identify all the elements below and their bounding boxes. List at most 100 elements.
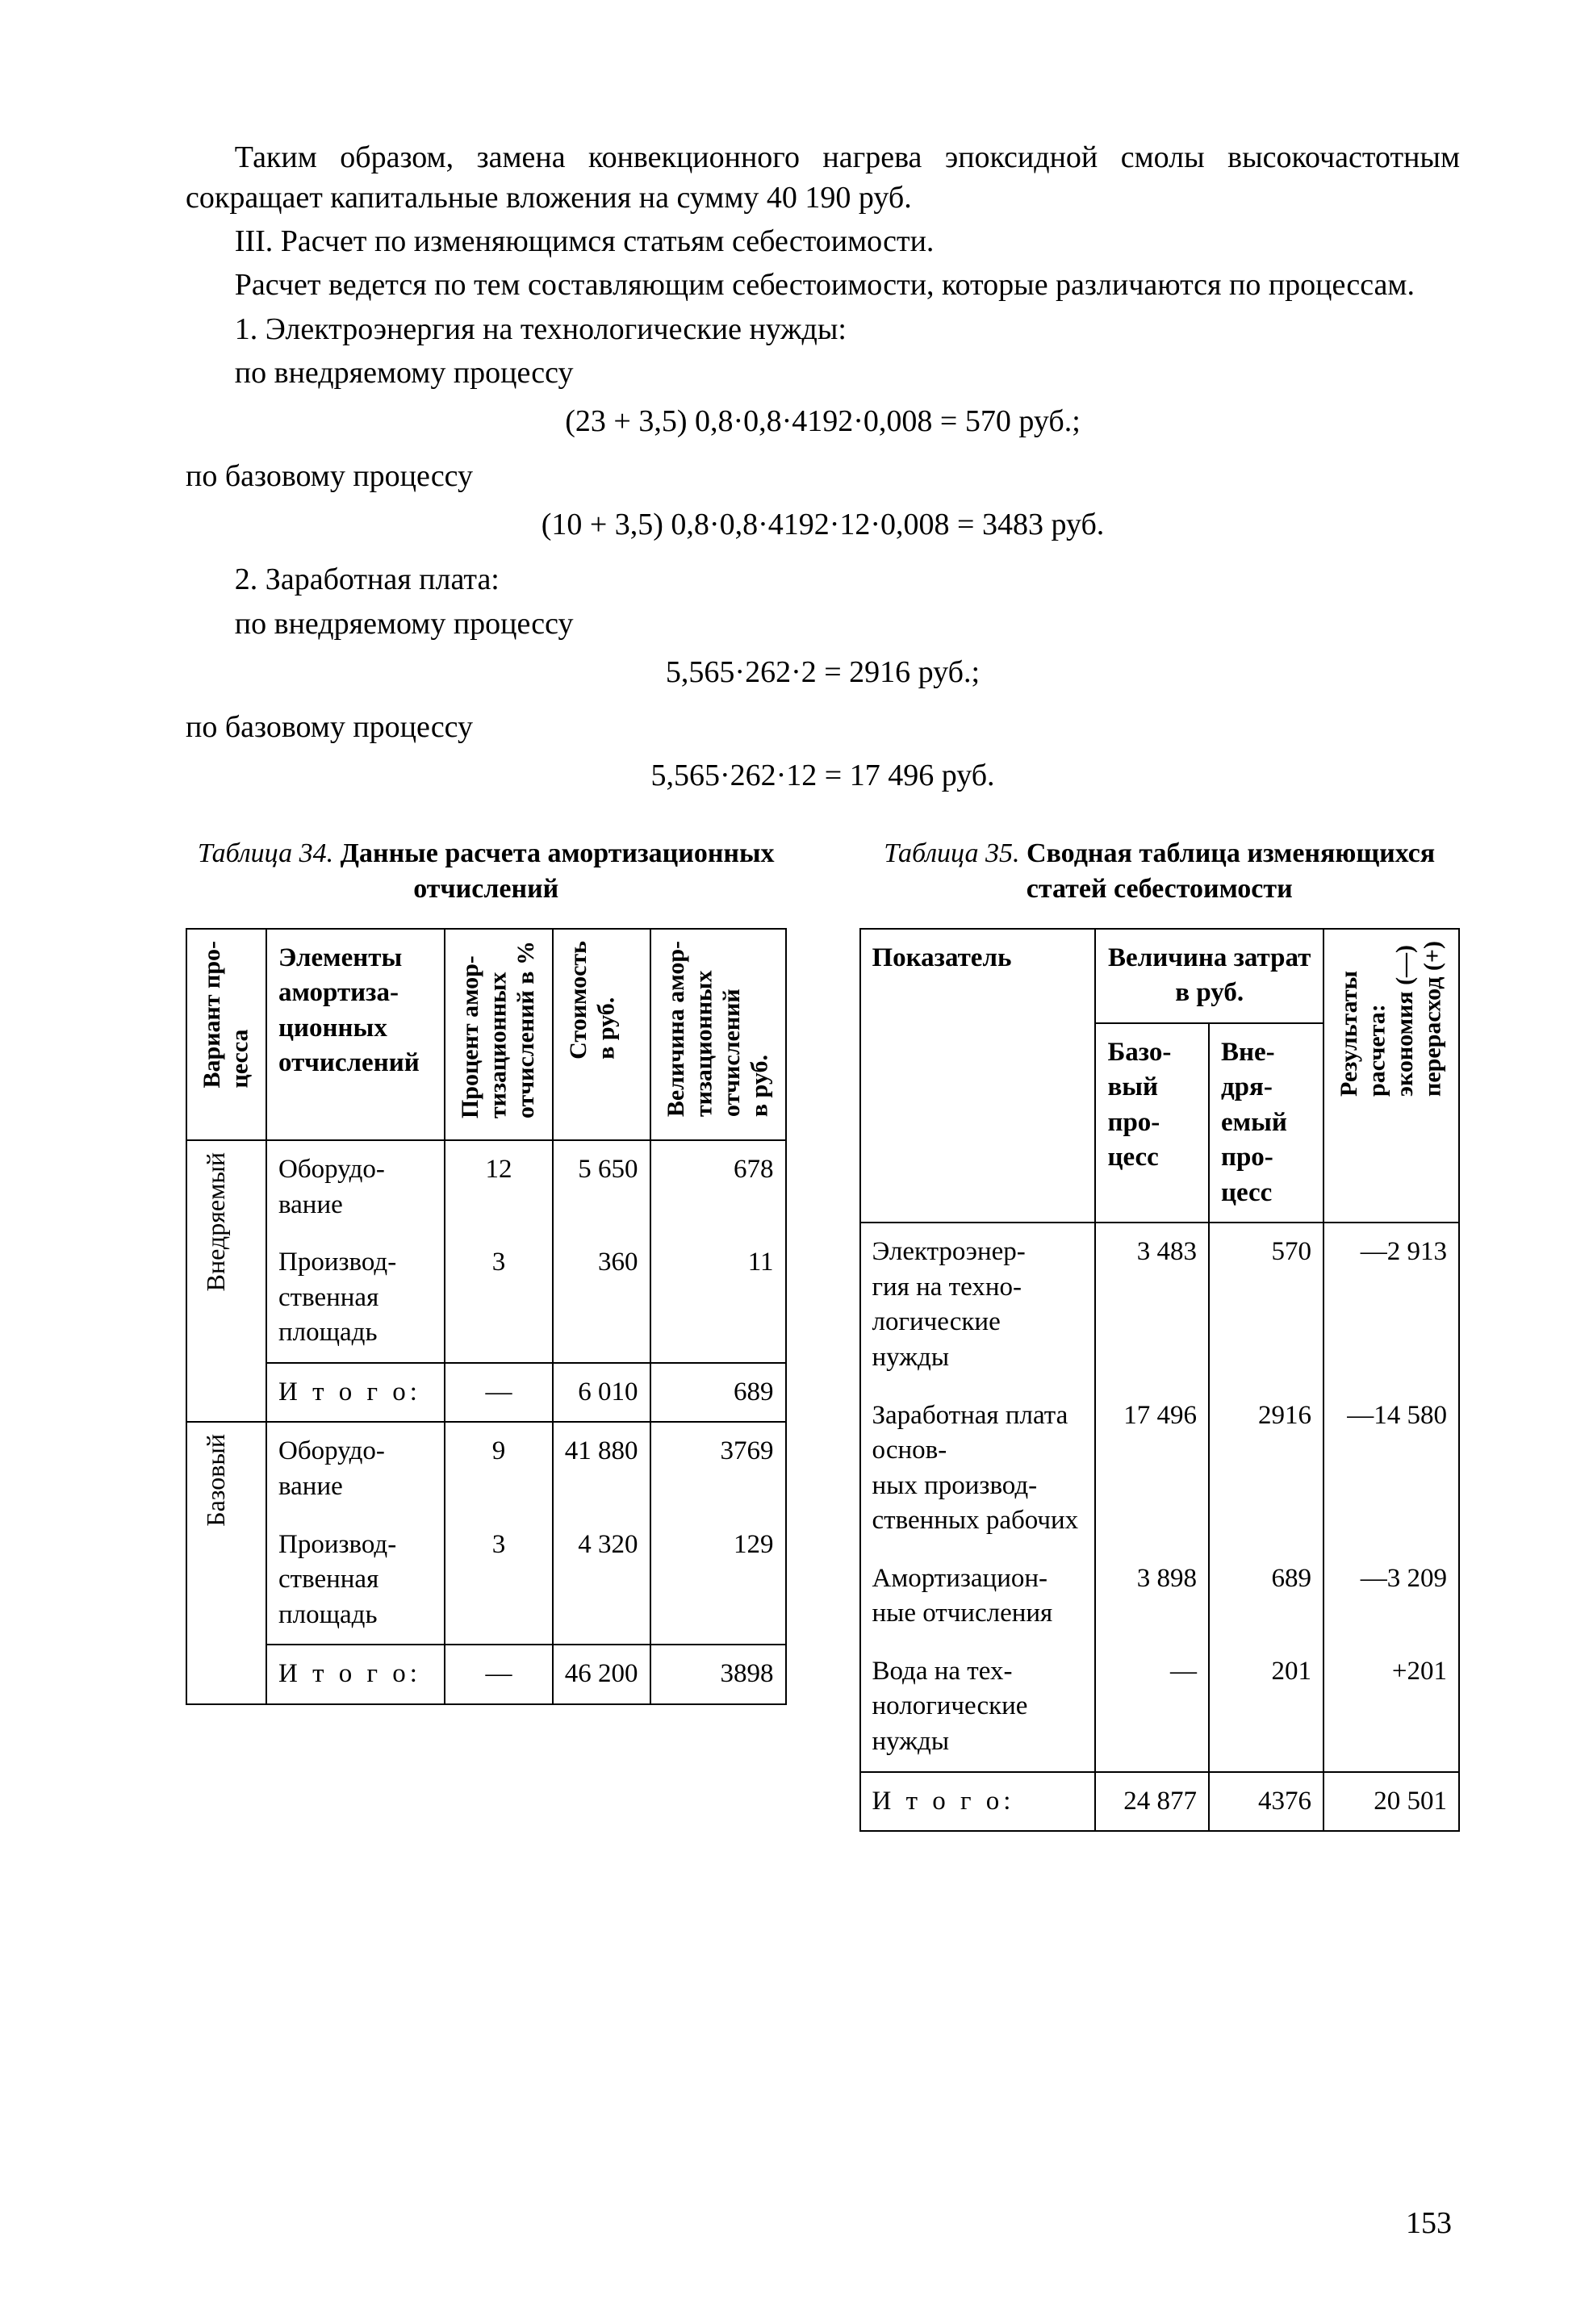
paragraph: 2. Заработная плата: [186, 559, 1460, 600]
table-row: Электроэнер-гия на техно-логические нужд… [860, 1223, 1460, 1386]
total-label: И т о г о: [266, 1363, 445, 1423]
cell: 3898 [650, 1645, 786, 1704]
cell: 11 [650, 1234, 786, 1363]
tables-row: Таблица 34. Данные расчета амортизационн… [186, 836, 1460, 1832]
paragraph: 1. Электроэнергия на технологические нуж… [186, 309, 1460, 349]
cell: 20 501 [1323, 1772, 1459, 1832]
formula: 5,565·262·12 = 17 496 руб. [186, 755, 1460, 796]
cell: 3 [445, 1234, 553, 1363]
table-35-block: Таблица 35. Сводная таблица изменяющихся… [859, 836, 1461, 1832]
paragraph: по базовому процессу [186, 707, 1460, 747]
cell: Электроэнер-гия на техно-логические нужд… [860, 1223, 1096, 1386]
cell: Вода на тех-нологические нужды [860, 1643, 1096, 1772]
table-34-caption: Таблица 34. Данные расчета амортизационн… [186, 836, 787, 907]
table-row: Производ-ственная площадь 3 360 11 [186, 1234, 786, 1363]
cell: —14 580 [1323, 1387, 1459, 1550]
table-total-row: И т о г о: — 6 010 689 [186, 1363, 786, 1423]
table-34: Вариант про-цесса Элементы амортиза-цион… [186, 928, 787, 1705]
col-cost: Стоимостьв руб. [553, 929, 650, 1141]
col-base: Базо-вый про-цесс [1095, 1023, 1209, 1223]
table-row: Заработная плата основ-ных производ-стве… [860, 1387, 1460, 1550]
col-result: Результатырасчета:экономия (—)перерасход… [1323, 929, 1459, 1223]
cell: 201 [1209, 1643, 1323, 1772]
formula: 5,565·262·2 = 2916 руб.; [186, 652, 1460, 692]
cell: 5 650 [553, 1140, 650, 1234]
cell: 9 [445, 1422, 553, 1515]
cell: 678 [650, 1140, 786, 1234]
paragraph: Расчет ведется по тем составляющим себес… [186, 265, 1460, 305]
col-percent: Процент амор-тизационныхотчислений в % [445, 929, 553, 1141]
cell: 17 496 [1095, 1387, 1209, 1550]
table-header-row: Показатель Величина затрат в руб. Резуль… [860, 929, 1460, 1023]
cell: 3769 [650, 1422, 786, 1515]
col-elements: Элементы амортиза-ционных отчислений [266, 929, 445, 1141]
caption-prefix: Таблица 35. [884, 838, 1019, 868]
page: Таким образом, замена конвекционного наг… [0, 0, 1589, 2324]
variant-label: Внедряемый [199, 1152, 232, 1291]
cell: Производ-ственная площадь [266, 1516, 445, 1645]
cell: 360 [553, 1234, 650, 1363]
cell: 4376 [1209, 1772, 1323, 1832]
cell: Оборудо-вание [266, 1422, 445, 1515]
cell [186, 1363, 266, 1423]
cell: 2916 [1209, 1387, 1323, 1550]
table-34-block: Таблица 34. Данные расчета амортизационн… [186, 836, 787, 1705]
page-number: 153 [1406, 2203, 1452, 2243]
cell: 570 [1209, 1223, 1323, 1386]
cell: 129 [650, 1516, 786, 1645]
cell: 6 010 [553, 1363, 650, 1423]
header-text: Стоимостьв руб. [565, 941, 621, 1060]
cell: — [1095, 1643, 1209, 1772]
cell: 3 [445, 1516, 553, 1645]
paragraph: Таким образом, замена конвекционного наг… [186, 137, 1460, 218]
col-variant: Вариант про-цесса [186, 929, 266, 1141]
paragraph: III. Расчет по изменяющимся статьям себе… [186, 221, 1460, 261]
cell: Оборудо-вание [266, 1140, 445, 1234]
table-row: Амортизацион-ные отчисления 3 898 689 —3… [860, 1550, 1460, 1643]
cell: Производ-ственная площадь [266, 1234, 445, 1363]
table-header-row: Вариант про-цесса Элементы амортиза-цион… [186, 929, 786, 1141]
variant-label: Базовый [199, 1434, 232, 1527]
cell: 46 200 [553, 1645, 650, 1704]
total-label: И т о г о: [266, 1645, 445, 1704]
table-row: Вода на тех-нологические нужды — 201 +20… [860, 1643, 1460, 1772]
col-indicator: Показатель [860, 929, 1096, 1223]
cell [186, 1645, 266, 1704]
cell: +201 [1323, 1643, 1459, 1772]
col-amount: Величина амор-тизационныхотчисленийв руб… [650, 929, 786, 1141]
table-row: Производ-ственная площадь 3 4 320 129 [186, 1516, 786, 1645]
formula: (10 + 3,5) 0,8·0,8·4192·12·0,008 = 3483 … [186, 504, 1460, 545]
paragraph: по внедряемому процессу [186, 353, 1460, 393]
variant-cell: Внедряемый [186, 1140, 266, 1363]
cell: 41 880 [553, 1422, 650, 1515]
col-impl: Вне-дря-емый про-цесс [1209, 1023, 1323, 1223]
cell: Заработная плата основ-ных производ-стве… [860, 1387, 1096, 1550]
table-row: Базовый Оборудо-вание 9 41 880 3769 [186, 1422, 786, 1515]
col-value-group: Величина затрат в руб. [1095, 929, 1323, 1023]
cell: 689 [650, 1363, 786, 1423]
cell: 689 [1209, 1550, 1323, 1643]
table-total-row: И т о г о: 24 877 4376 20 501 [860, 1772, 1460, 1832]
header-text: Элементы амортиза-ционных отчислений [278, 943, 420, 1078]
cell: —2 913 [1323, 1223, 1459, 1386]
cell: 3 483 [1095, 1223, 1209, 1386]
header-text: Вариант про-цесса [199, 941, 254, 1088]
cell: — [445, 1645, 553, 1704]
cell: 24 877 [1095, 1772, 1209, 1832]
total-label: И т о г о: [860, 1772, 1096, 1832]
variant-cell: Базовый [186, 1422, 266, 1645]
cell: Амортизацион-ные отчисления [860, 1550, 1096, 1643]
cell: —3 209 [1323, 1550, 1459, 1643]
caption-title: Данные расчета амортизационных отчислени… [341, 838, 775, 904]
cell: 12 [445, 1140, 553, 1234]
header-text: Результатырасчета:экономия (—)перерасход… [1336, 941, 1447, 1097]
cell: 3 898 [1095, 1550, 1209, 1643]
table-total-row: И т о г о: — 46 200 3898 [186, 1645, 786, 1704]
table-35: Показатель Величина затрат в руб. Резуль… [859, 928, 1461, 1832]
table-35-caption: Таблица 35. Сводная таблица изменяющихся… [859, 836, 1461, 907]
paragraph: по базовому процессу [186, 456, 1460, 496]
header-text: Процент амор-тизационныхотчислений в % [457, 941, 541, 1118]
header-text: Величина амор-тизационныхотчисленийв руб… [663, 941, 774, 1117]
cell: — [445, 1363, 553, 1423]
caption-prefix: Таблица 34. [198, 838, 333, 868]
